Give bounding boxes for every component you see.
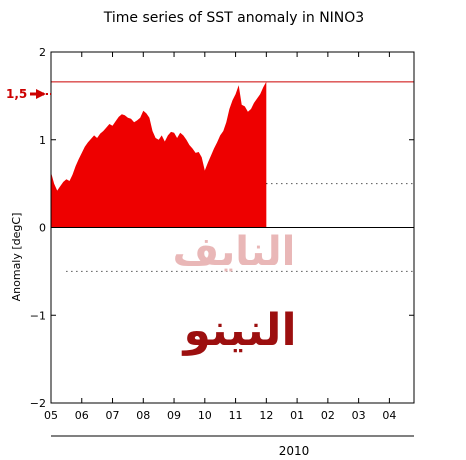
y-axis-label: Anomaly [degC]: [10, 213, 23, 302]
x-tick-label: 07: [106, 409, 120, 422]
year-label: 2010: [279, 444, 310, 458]
x-tick-label: 02: [321, 409, 335, 422]
y-tick-label: 2: [39, 46, 46, 59]
y-tick-label: −1: [30, 309, 46, 322]
x-tick-label: 11: [229, 409, 243, 422]
watermark-bottom: النينو: [181, 305, 296, 356]
reference-label: 1,5: [6, 87, 27, 101]
y-tick-label: −2: [30, 397, 46, 410]
x-tick-label: 05: [44, 409, 58, 422]
x-tick-label: 12: [259, 409, 273, 422]
anomaly-area: [51, 81, 267, 228]
x-tick-label: 10: [198, 409, 212, 422]
x-tick-label: 03: [352, 409, 366, 422]
chart-title: Time series of SST anomaly in NINO3: [103, 10, 364, 26]
x-tick-label: 08: [136, 409, 150, 422]
x-axis-ticks: 05 06 07 08 09 10 11 12 01 02 03 04: [44, 52, 396, 422]
x-tick-label: 01: [290, 409, 304, 422]
x-tick-label: 06: [75, 409, 89, 422]
x-tick-label: 04: [382, 409, 396, 422]
reference-arrow-icon: [30, 89, 51, 99]
y-tick-label: 1: [39, 134, 46, 147]
watermark-top: النايف: [173, 229, 296, 275]
y-axis-ticks: 2 1 0 −1 −2: [30, 46, 414, 410]
y-tick-label: 0: [39, 222, 46, 235]
x-tick-label: 09: [167, 409, 181, 422]
